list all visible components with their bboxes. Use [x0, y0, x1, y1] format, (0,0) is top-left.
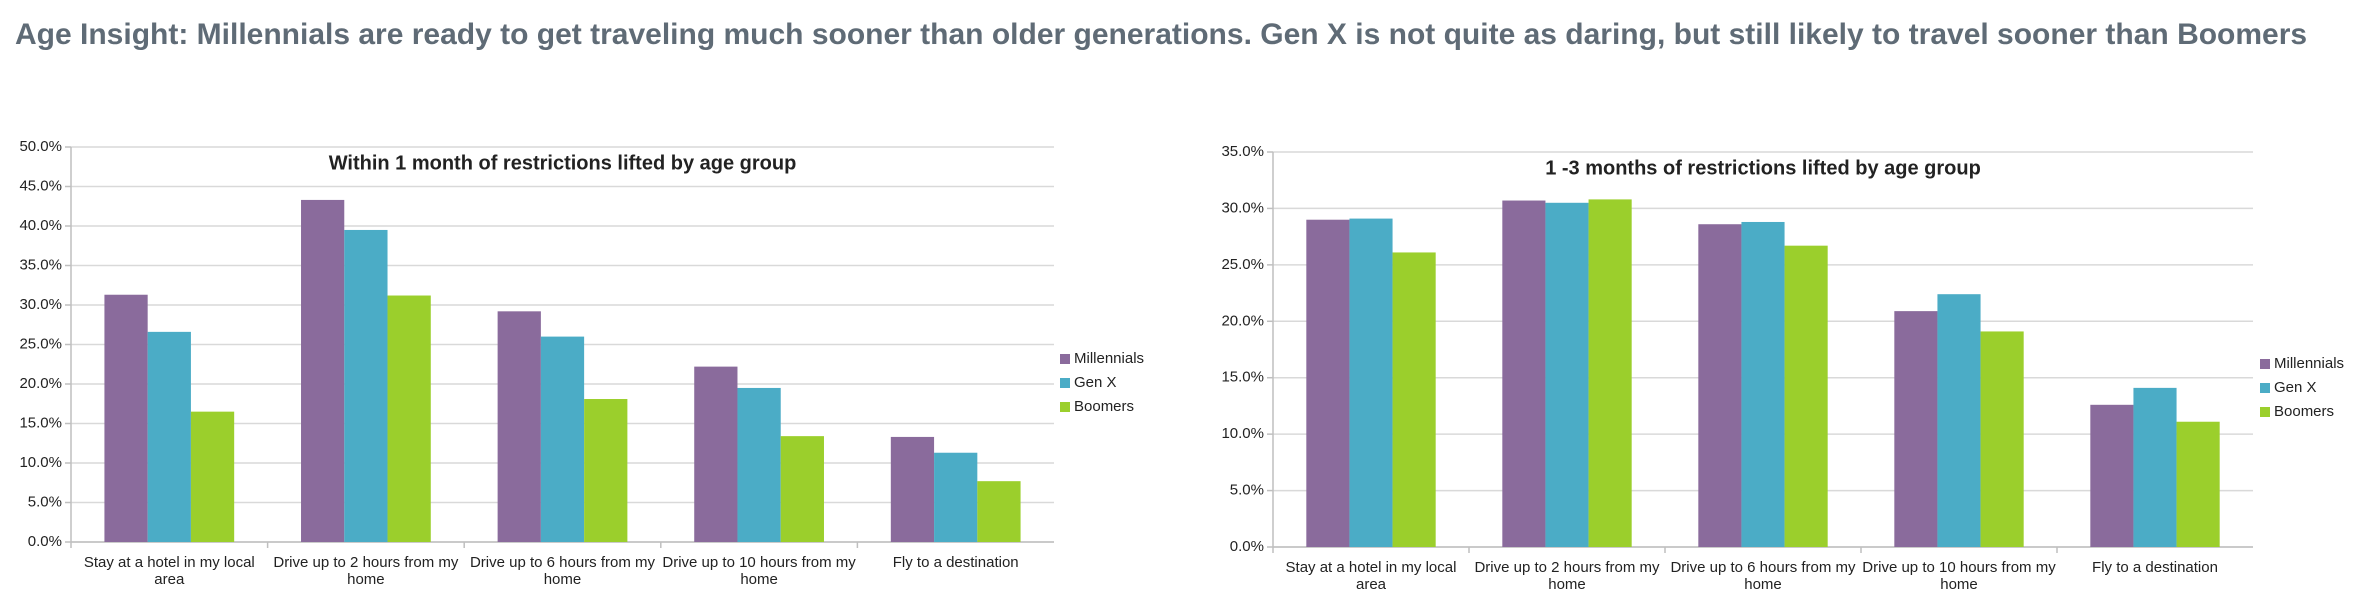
x-tick-label: Stay at a hotel in my local area	[83, 554, 255, 588]
bar	[694, 366, 738, 542]
y-tick-label: 0.0%	[28, 533, 62, 550]
y-tick-label: 25.0%	[19, 335, 62, 352]
y-tick-label: 30.0%	[19, 296, 62, 313]
y-tick-label: 10.0%	[1221, 425, 1264, 442]
x-tick-label: Drive up to 2 hours from my home	[273, 554, 459, 588]
bar	[1741, 221, 1785, 547]
y-tick-label: 15.0%	[19, 414, 62, 431]
y-tick-label: 35.0%	[19, 256, 62, 273]
bar	[1349, 218, 1393, 548]
bar	[344, 229, 388, 542]
bar	[540, 336, 585, 542]
bar	[890, 436, 935, 542]
bar	[1588, 199, 1632, 547]
bar	[780, 436, 824, 542]
bar	[1392, 252, 1436, 547]
x-tick-label: Fly to a destination	[2092, 559, 2218, 576]
y-tick-label: 30.0%	[1221, 199, 1264, 216]
x-tick-label: Drive up to 6 hours from my home	[1670, 559, 1856, 593]
legend-swatch	[1060, 402, 1070, 412]
bar	[104, 294, 148, 542]
bar	[1545, 202, 1589, 548]
x-tick-label: Drive up to 6 hours from my home	[469, 554, 656, 588]
x-tick-label: Stay at a hotel in my local area	[1285, 559, 1457, 593]
bar	[1502, 200, 1546, 547]
y-tick-label: 45.0%	[19, 177, 62, 194]
bar	[2133, 387, 2177, 547]
legend-swatch	[2260, 383, 2270, 393]
bar	[737, 387, 781, 542]
x-tick-label: Drive up to 10 hours from my home	[1862, 559, 2056, 593]
y-tick-label: 20.0%	[1221, 312, 1264, 329]
bar	[2176, 421, 2220, 547]
bar	[934, 452, 978, 542]
legend-label: Gen X	[1074, 374, 1117, 391]
y-tick-label: 15.0%	[1221, 369, 1264, 386]
x-tick-label: Fly to a destination	[892, 554, 1019, 571]
bar	[1784, 245, 1828, 547]
y-tick-label: 10.0%	[19, 454, 62, 471]
bar	[387, 295, 431, 542]
chart-title: Within 1 month of restrictions lifted by…	[329, 152, 797, 174]
bar	[1937, 294, 1981, 547]
y-tick-label: 0.0%	[1230, 538, 1264, 555]
y-tick-label: 50.0%	[19, 138, 62, 155]
legend-label: Boomers	[1074, 398, 1134, 415]
bar	[1980, 331, 2024, 547]
y-tick-label: 5.0%	[1230, 482, 1264, 499]
bar	[1306, 219, 1350, 547]
x-tick-label: Drive up to 2 hours from my home	[1474, 559, 1660, 593]
y-tick-label: 40.0%	[19, 217, 62, 234]
page-title: Age Insight: Millennials are ready to ge…	[15, 18, 2308, 51]
legend-swatch	[1060, 378, 1070, 388]
legend-swatch	[2260, 359, 2270, 369]
legend-label: Gen X	[2274, 379, 2317, 396]
bar	[1698, 224, 1742, 547]
bar	[147, 331, 191, 542]
chart-title: 1 -3 months of restrictions lifted by ag…	[1545, 157, 1981, 179]
legend-label: Millennials	[2274, 355, 2344, 372]
legend-swatch	[2260, 407, 2270, 417]
y-tick-label: 5.0%	[28, 493, 62, 510]
y-tick-label: 35.0%	[1221, 143, 1264, 160]
y-tick-label: 25.0%	[1221, 256, 1264, 273]
bar	[1894, 311, 1938, 547]
bar	[190, 411, 235, 542]
bar	[301, 199, 345, 542]
bar	[497, 311, 541, 542]
bar	[2090, 404, 2134, 547]
x-tick-label: Drive up to 10 hours from my home	[662, 554, 856, 588]
bar	[977, 481, 1021, 542]
legend-swatch	[1060, 354, 1070, 364]
legend-label: Boomers	[2274, 403, 2334, 420]
bar	[584, 399, 628, 542]
legend-label: Millennials	[1074, 350, 1144, 367]
y-tick-label: 20.0%	[19, 375, 62, 392]
